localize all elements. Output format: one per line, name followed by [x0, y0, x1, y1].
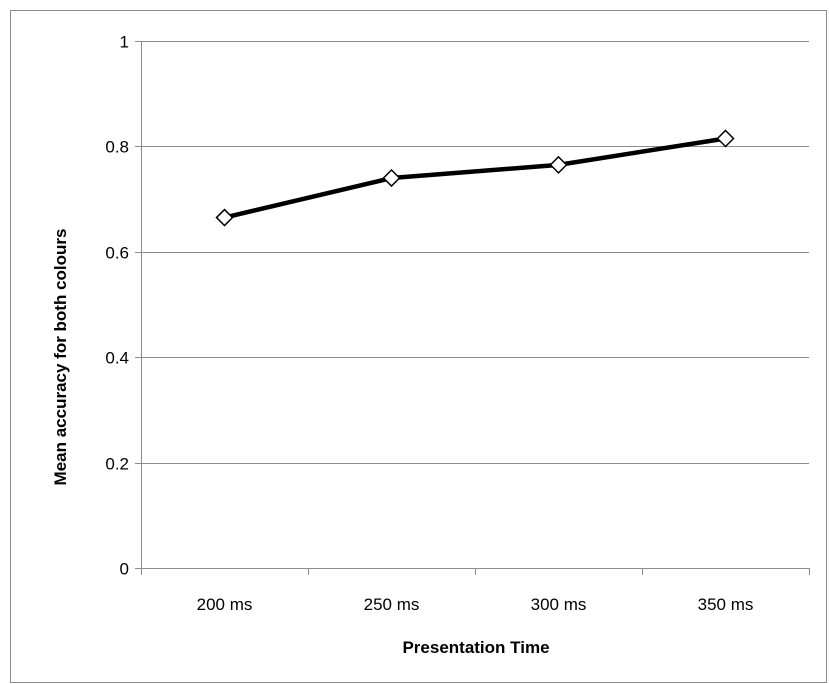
data-point [382, 168, 401, 188]
x-tick-labels: 200 ms 250 ms 300 ms 350 ms [197, 595, 754, 614]
y-tick-labels: 0 0.2 0.4 0.6 0.8 1 [105, 33, 129, 579]
data-point [549, 155, 568, 174]
series [215, 129, 735, 227]
y-tick-label: 0 [120, 560, 129, 579]
x-tick-label: 300 ms [531, 595, 587, 614]
y-tick-label: 0.4 [105, 349, 129, 368]
x-tick-label: 200 ms [197, 595, 253, 614]
chart-border [10, 10, 827, 683]
axes [135, 41, 810, 575]
y-tick-label: 1 [120, 33, 129, 52]
y-axis-title: Mean accuracy for both colours [51, 229, 70, 486]
x-axis-title: Presentation Time [402, 638, 549, 657]
data-point [716, 129, 735, 148]
y-tick-label: 0.8 [105, 138, 129, 157]
x-tick-label: 350 ms [698, 595, 754, 614]
data-point [215, 208, 234, 227]
x-tick-label: 250 ms [364, 595, 420, 614]
gridlines [141, 41, 809, 464]
y-tick-label: 0.2 [105, 455, 129, 474]
series-line [223, 136, 726, 220]
y-tick-label: 0.6 [105, 244, 129, 263]
